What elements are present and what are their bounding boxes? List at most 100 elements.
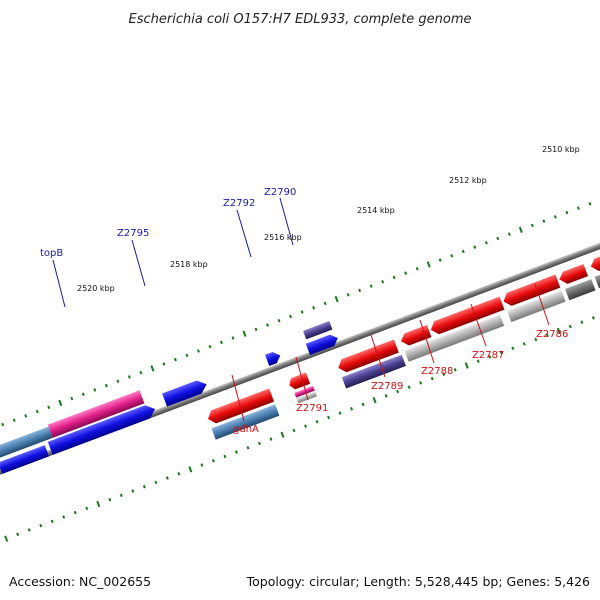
- gene-label-Z2795[interactable]: Z2795: [117, 228, 149, 239]
- scale-tick: [165, 476, 169, 480]
- gene-arrow[interactable]: [211, 404, 280, 440]
- leader-line: [131, 239, 146, 287]
- scale-tick: [200, 463, 204, 467]
- scale-tick: [27, 528, 31, 532]
- scale-tick: [369, 284, 373, 288]
- leader-line: [236, 209, 252, 258]
- scale-tick: [173, 357, 177, 362]
- gene-arrow-Z2786[interactable]: [501, 274, 561, 309]
- gene-label-Z2788[interactable]: Z2788: [421, 366, 453, 377]
- gene-arrow[interactable]: [507, 290, 566, 323]
- gene-arrow[interactable]: [565, 279, 596, 301]
- scale-tick: [323, 301, 327, 306]
- gene-arrow-gdhA[interactable]: [206, 388, 275, 426]
- scale-tick: [511, 346, 515, 350]
- gene-label-gdhA[interactable]: gdhA: [233, 424, 259, 435]
- scale-tick: [96, 500, 101, 508]
- gene-label-Z2792[interactable]: Z2792: [223, 198, 255, 209]
- tick-row-lower: [4, 316, 595, 542]
- gene-label-Z2791[interactable]: Z2791: [296, 403, 328, 414]
- gene-arrow[interactable]: [557, 263, 589, 286]
- gene-arrow-topB[interactable]: [47, 390, 145, 438]
- scale-tick: [162, 362, 166, 366]
- kbp-label: 2514 kbp: [357, 206, 395, 215]
- gene-arrow[interactable]: [305, 333, 340, 356]
- scale-tick: [450, 254, 454, 258]
- scale-tick: [530, 223, 534, 228]
- leader-line: [534, 283, 550, 326]
- leader-line: [419, 319, 435, 364]
- scale-tick: [280, 431, 285, 438]
- scale-tick: [234, 450, 238, 454]
- kbp-label: 2518 kbp: [170, 260, 208, 269]
- scale-tick: [350, 407, 354, 411]
- scale-tick: [534, 337, 538, 342]
- gene-arrow-Z2795[interactable]: [162, 378, 209, 407]
- accession-text: Accession: NC_002655: [9, 574, 152, 589]
- scale-tick: [396, 389, 400, 394]
- scale-tick: [188, 466, 193, 473]
- scale-tick: [334, 295, 339, 303]
- gene-arrow[interactable]: [47, 402, 158, 455]
- gene-label-Z2789[interactable]: Z2789: [371, 381, 403, 392]
- gene-arrow[interactable]: [296, 391, 317, 404]
- gene-label-topB[interactable]: topB: [40, 248, 63, 259]
- scale-tick: [266, 323, 269, 327]
- gene-arrow[interactable]: [0, 445, 49, 474]
- scale-tick: [426, 261, 431, 268]
- gene-arrow[interactable]: [294, 385, 315, 398]
- scale-tick: [196, 349, 200, 353]
- scale-tick: [93, 388, 97, 392]
- gene-arrow-Z2791[interactable]: [287, 372, 311, 391]
- scale-tick: [4, 535, 9, 542]
- scale-tick: [507, 232, 511, 236]
- scale-tick: [488, 355, 492, 359]
- leader-line: [52, 259, 66, 308]
- scale-tick: [565, 210, 569, 215]
- scale-tick: [220, 340, 223, 345]
- kbp-label: 2512 kbp: [449, 176, 487, 185]
- gene-arrow-Z2788[interactable]: [399, 324, 432, 348]
- scale-tick: [223, 454, 227, 459]
- gene-label-Z2787[interactable]: Z2787: [472, 350, 504, 361]
- scale-tick: [346, 292, 350, 297]
- scale-tick: [73, 510, 77, 515]
- kbp-label: 2510 kbp: [542, 145, 580, 154]
- scale-tick: [277, 318, 281, 323]
- scale-tick: [269, 437, 273, 441]
- scale-tick: [127, 375, 131, 379]
- scale-tick: [556, 327, 561, 335]
- gene-arrow[interactable]: [0, 426, 53, 459]
- scale-tick: [254, 327, 258, 332]
- scale-tick: [258, 441, 261, 446]
- scale-tick: [104, 383, 108, 388]
- scale-tick: [24, 414, 28, 418]
- gene-label-Z2790[interactable]: Z2790: [264, 187, 296, 198]
- scale-tick: [372, 396, 377, 404]
- scale-tick: [315, 420, 319, 424]
- scale-tick: [476, 359, 480, 363]
- genome-summary-text: Topology: circular; Length: 5,528,445 bp…: [246, 574, 590, 589]
- gene-arrow[interactable]: [341, 354, 406, 389]
- scale-tick: [415, 267, 419, 271]
- scale-tick: [58, 399, 63, 407]
- scale-tick: [139, 370, 143, 375]
- scale-tick: [499, 350, 503, 355]
- gene-arrow[interactable]: [589, 234, 600, 273]
- scale-tick: [588, 202, 592, 206]
- kbp-label: 2516 kbp: [264, 233, 302, 242]
- gene-label-Z2786[interactable]: Z2786: [536, 329, 568, 340]
- gene-arrow-Z2792[interactable]: [265, 350, 282, 367]
- scale-tick: [392, 275, 396, 280]
- scale-tick: [327, 415, 331, 420]
- gene-arrow-Z2787[interactable]: [428, 296, 505, 337]
- leader-line: [295, 356, 309, 401]
- gene-arrow-Z2790[interactable]: [303, 321, 333, 340]
- gene-arrow-Z2789[interactable]: [336, 339, 399, 374]
- scale-tick: [407, 385, 411, 389]
- scale-tick: [231, 336, 235, 340]
- scale-tick: [384, 394, 388, 398]
- scale-tick: [464, 362, 469, 369]
- scale-tick: [47, 405, 51, 410]
